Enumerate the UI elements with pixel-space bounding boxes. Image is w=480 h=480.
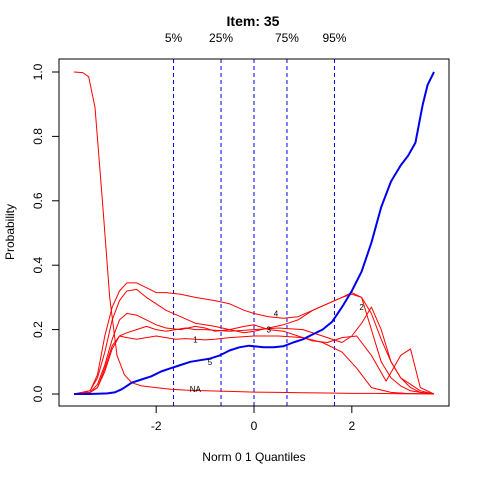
x-tick-label: 2 <box>348 419 355 433</box>
x-axis-label: Norm 0 1 Quantiles <box>202 450 305 464</box>
y-tick-label: 1.0 <box>31 63 45 80</box>
x-tick-label: -2 <box>151 419 162 433</box>
quantile-label: 95% <box>322 31 346 45</box>
curve-label: 4 <box>274 310 279 319</box>
x-axis: -2 0 2 <box>151 405 355 433</box>
series-line-5 <box>73 282 435 395</box>
y-axis-label: Probability <box>3 204 17 260</box>
y-tick-label: 0.8 <box>31 128 45 145</box>
y-tick-label: 0.2 <box>31 321 45 338</box>
quantile-label: 5% <box>165 31 183 45</box>
y-tick-label: 0.6 <box>31 192 45 209</box>
series-lines <box>73 71 435 395</box>
x-tick-label: 0 <box>251 419 258 433</box>
expected-score-line <box>74 71 435 395</box>
quantile-label: 25% <box>209 31 233 45</box>
quantile-label: 75% <box>275 31 299 45</box>
quantile-labels: 5% 25% 75% 95% <box>165 31 347 45</box>
series-line-1 <box>73 335 435 395</box>
y-tick-label: 0.0 <box>31 385 45 402</box>
curve-label: NA <box>190 385 202 394</box>
curve-label: 2 <box>359 303 364 312</box>
curve-label: 3 <box>266 326 271 335</box>
series-line-4 <box>73 288 435 395</box>
y-axis: 0.0 0.2 0.4 0.6 0.8 1.0 <box>31 63 60 402</box>
series-line-na <box>73 71 434 395</box>
quantile-lines <box>173 59 335 406</box>
chart-title: Item: 35 <box>227 13 280 29</box>
curve-label: 5 <box>208 358 213 367</box>
y-tick-label: 0.4 <box>31 257 45 274</box>
curve-label: 1 <box>193 335 198 344</box>
series-line-2 <box>73 306 435 395</box>
curve-labels: NA 1 2 34 5 <box>190 303 365 394</box>
